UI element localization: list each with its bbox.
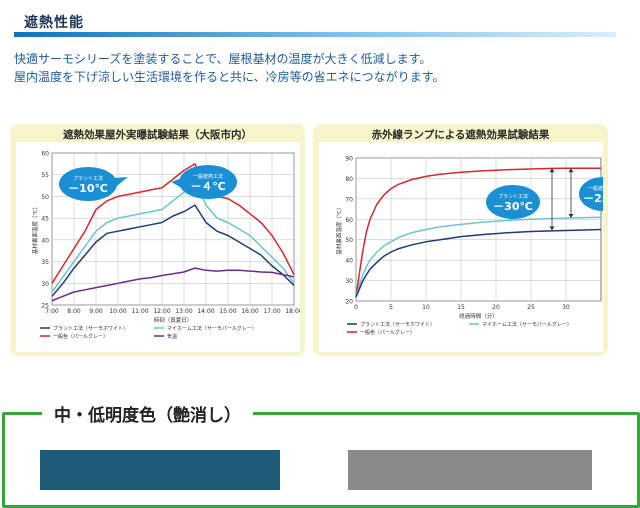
chart1-legend-label: 気温 xyxy=(167,333,177,340)
chart1-title: 遮熱効果屋外実曝試験結果（大阪市内） xyxy=(63,129,252,141)
color-section-label: 中・低明度色（艶消し） xyxy=(42,401,253,426)
chart1-x-tick-label: 17:00 xyxy=(263,308,280,315)
infrared-temperature-chart: 20 30 40 50 60 70 80 90 0 5 10 15 20 25 30 経過時間（分） 基材裏面温… xyxy=(335,156,627,336)
chart2-callout-value: －30℃ xyxy=(493,200,533,213)
chart2-callout-label: 一般遮熱工法 xyxy=(588,185,603,192)
chart1-y-tick-label: 30 xyxy=(41,281,49,288)
chart2-x-tick-label: 20 xyxy=(492,304,500,311)
chart2-x-axis-label: 経過時間（分） xyxy=(459,312,498,320)
chart2-y-axis-label: 基材裏面温度（℃） xyxy=(335,204,343,254)
chart2-x-tick-label: 15 xyxy=(457,304,465,311)
outdoor-temperature-chart: 25 30 35 40 45 50 55 60 7:00 8:00 9:00 10:00 11:00 12… xyxy=(31,151,303,341)
chart1-legend-label: プラント工法（サーモホワイト） xyxy=(53,325,128,332)
chart1-plot-area: 25 30 35 40 45 50 55 60 7:00 8:00 9:00 10:00 11:00 12… xyxy=(16,142,303,352)
chart2-arrow-head-up xyxy=(568,168,574,173)
chart1-callout-value: －４℃ xyxy=(190,180,225,193)
chart1-x-tick-label: 14:00 xyxy=(197,308,214,315)
chart2-arrow-head-up xyxy=(549,168,555,173)
chart1-x-tick-label: 11:00 xyxy=(131,308,148,315)
chart1-callout-label: プラント工法 xyxy=(73,175,103,182)
intro-text-line1: 快適サーモシリーズを塗装することで、屋根基材の温度が大きく低減します。 xyxy=(14,52,432,66)
chart1-x-tick-label: 15:00 xyxy=(219,308,236,315)
chart1-series-line-navy xyxy=(51,204,295,297)
chart1-x-tick-label: 9:00 xyxy=(89,308,103,315)
chart1-y-tick-label: 25 xyxy=(41,303,49,310)
chart1-y-tick-label: 50 xyxy=(41,194,49,201)
chart1-y-tick-label: 35 xyxy=(41,259,49,266)
chart2-plot-frame xyxy=(355,157,602,302)
chart1-y-axis-label: 基材裏面温度（℃） xyxy=(31,204,39,254)
chart2-arrow-head-down xyxy=(568,214,574,219)
chart2-legend-label: 一般色（パールグレー） xyxy=(360,329,415,336)
chart2-title: 赤外線ランプによる遮熱効果試験結果 xyxy=(371,129,550,141)
chart1-legend-label: 一般色（パールグレー） xyxy=(53,333,108,340)
chart1-y-tick-label: 40 xyxy=(41,237,49,244)
color-swatch-gray xyxy=(348,450,592,490)
chart2-y-tick-label: 70 xyxy=(345,196,353,203)
chart1-x-axis-label: 時刻（真夏日） xyxy=(154,316,193,324)
chart2-x-tick-label: 25 xyxy=(527,304,535,311)
chart1-callout-pointer xyxy=(171,178,182,188)
chart2-y-tick-label: 30 xyxy=(345,278,353,285)
chart2-x-tick-label: 10 xyxy=(422,304,430,311)
chart1-x-tick-label: 18:00 xyxy=(285,308,300,315)
section-title: 遮熱性能 xyxy=(24,15,84,31)
chart2-plot-area: 20 30 40 50 60 70 80 90 0 5 10 15 20 25 30 経過時間（分） 基材裏面温… xyxy=(319,142,627,352)
chart1-x-tick-label: 12:00 xyxy=(153,308,170,315)
chart2-callout-label: プラント工法 xyxy=(498,193,528,200)
chart1-callout-label: 一般遮熱工法 xyxy=(193,173,223,180)
chart1-y-tick-label: 55 xyxy=(41,172,49,179)
chart1-x-tick-label: 16:00 xyxy=(241,308,258,315)
chart1-y-tick-label: 60 xyxy=(41,151,49,158)
chart2-y-tick-label: 60 xyxy=(345,217,353,224)
infrared-test-panel: 赤外線ランプによる遮熱効果試験結果 20 30 40 50 60 70 80 90 0 5 10 15… xyxy=(313,124,627,356)
chart2-y-tick-label: 50 xyxy=(345,237,353,244)
chart2-series-line-teal xyxy=(355,216,602,298)
chart2-y-tick-label: 40 xyxy=(345,258,353,265)
chart2-legend-label: マイホーム工法（サーモパールグレー） xyxy=(482,321,572,328)
chart2-callout-bubble xyxy=(486,185,540,219)
chart1-callout-bubble xyxy=(59,167,117,201)
chart2-x-tick-label: 30 xyxy=(562,304,570,311)
chart1-x-tick-label: 7:00 xyxy=(45,308,59,315)
chart1-callout-value: －10℃ xyxy=(68,182,108,195)
chart2-arrow-head-down xyxy=(549,226,555,231)
chart2-y-tick-label: 20 xyxy=(345,299,353,306)
chart2-series-line-red xyxy=(355,167,601,298)
chart2-legend-label: プラント工法（サーモホワイト） xyxy=(360,321,435,328)
chart1-legend-label: マイホーム工法（サーモパールグレー） xyxy=(167,325,257,332)
chart2-y-tick-label: 80 xyxy=(345,176,353,183)
outdoor-test-panel: 遮熱効果屋外実曝試験結果（大阪市内） 25 30 35 40 45 50 55 60 7:00 8… xyxy=(10,124,305,356)
chart2-callout-value: －23℃ xyxy=(583,192,603,205)
intro-text-line2: 屋内温度を下げ涼しい生活環境を作ると共に、冷房等の省エネにつながります。 xyxy=(14,70,445,84)
chart2-x-tick-label: 0 xyxy=(354,304,358,311)
chart1-callout-bubble xyxy=(179,165,237,199)
chart1-x-tick-label: 10:00 xyxy=(109,308,126,315)
chart2-series-line-navy xyxy=(355,228,602,298)
chart1-callout-pointer xyxy=(113,177,128,189)
chart1-series-line-purple xyxy=(51,267,295,302)
section-title-underline xyxy=(14,32,616,37)
chart2-x-tick-label: 5 xyxy=(389,304,393,311)
chart1-x-tick-label: 8:00 xyxy=(67,308,81,315)
chart1-y-tick-label: 45 xyxy=(41,216,49,223)
chart2-y-tick-label: 90 xyxy=(345,156,353,163)
chart1-series-line-red xyxy=(51,163,295,284)
chart1-series-line-teal xyxy=(51,180,295,293)
color-swatch-dark-teal xyxy=(40,450,280,490)
chart1-x-tick-label: 13:00 xyxy=(175,308,192,315)
